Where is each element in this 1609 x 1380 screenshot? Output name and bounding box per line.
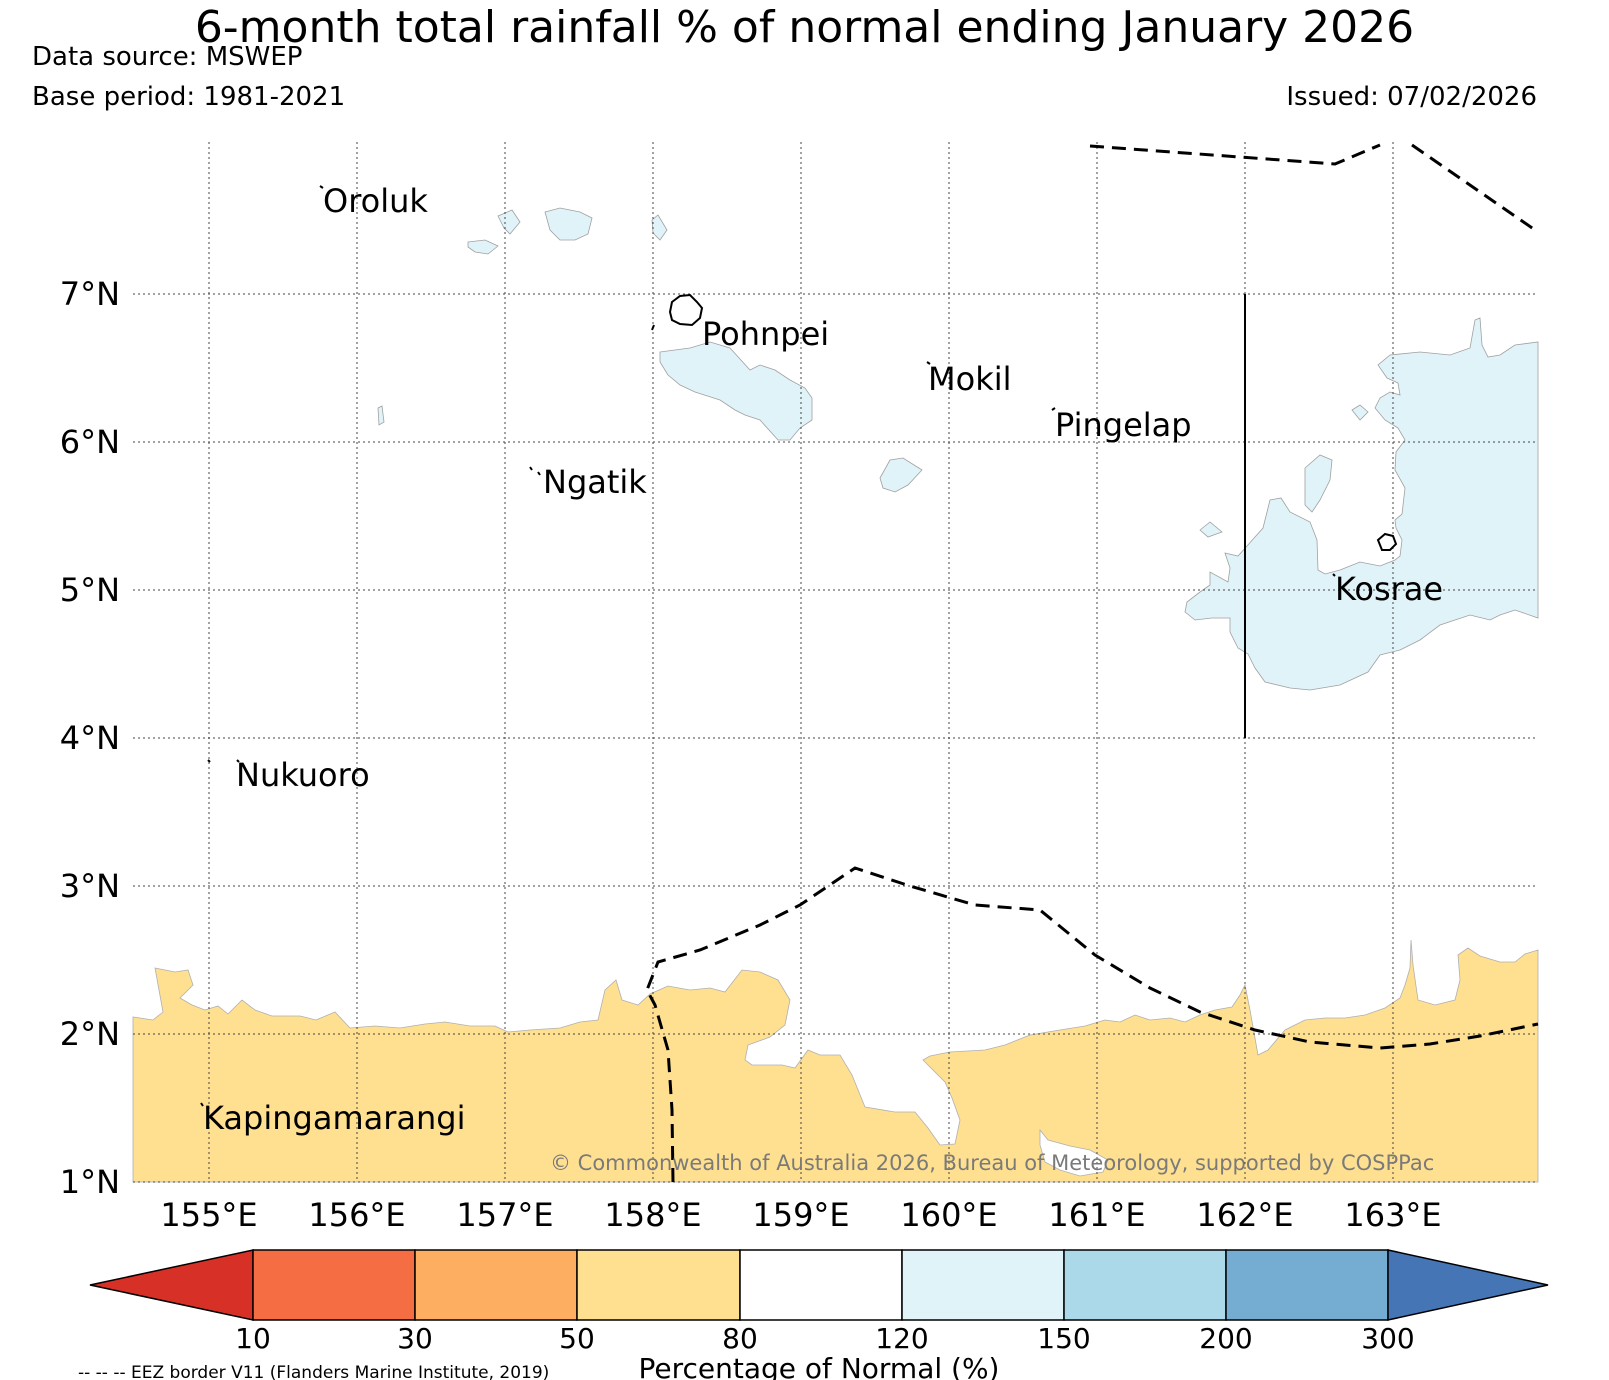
lat-label-7n: 7°N [60, 275, 120, 313]
lat-label-6n: 6°N [60, 423, 120, 461]
colorbar-bin-200-300 [1225, 1249, 1389, 1321]
colorbar-label: Percentage of Normal (%) [639, 1352, 1000, 1380]
place-label-nukuoro: Nukuoro [236, 756, 370, 794]
place-label-kapingamarangi: Kapingamarangi [203, 1099, 465, 1137]
colorbar-bin-150-200 [1063, 1249, 1227, 1321]
lon-label-156e: 156°E [308, 1196, 405, 1234]
colorbar-bin-10-30 [252, 1249, 416, 1321]
colorbar-tick-80: 80 [722, 1322, 758, 1355]
colorbar-bin-30-50 [414, 1249, 578, 1321]
colorbar-tick-50: 50 [559, 1322, 595, 1355]
copyright-notice: © Commonwealth of Australia 2026, Bureau… [550, 1151, 1434, 1175]
colorbar-bin-lt10 [89, 1249, 254, 1321]
colorbar-bin-80-120 [739, 1249, 903, 1321]
place-label-kosrae: Kosrae [1335, 570, 1443, 608]
base-period-label: Base period: 1981-2021 [32, 82, 346, 112]
lat-label-1n: 1°N [60, 1163, 120, 1201]
eez-borders [645, 143, 1539, 1183]
colorbar-bin-gt300 [1387, 1249, 1549, 1321]
lat-label-4n: 4°N [60, 719, 120, 757]
colorbar-bin-120-150 [901, 1249, 1065, 1321]
colorbar-tick-10: 10 [235, 1322, 271, 1355]
issued-date-label: Issued: 07/02/2026 [1286, 82, 1537, 112]
atoll-marks [200, 185, 1336, 1107]
lon-label-160e: 160°E [900, 1196, 997, 1234]
lon-label-155e: 155°E [160, 1196, 257, 1234]
place-label-oroluk: Oroluk [323, 182, 428, 220]
lon-label-158e: 158°E [604, 1196, 701, 1234]
lon-label-162e: 162°E [1196, 1196, 1293, 1234]
data-source-label: Data source: MSWEP [32, 42, 303, 72]
colorbar-bin-50-80 [576, 1249, 741, 1321]
colorbar-tick-120: 120 [875, 1322, 928, 1355]
lon-label-163e: 163°E [1344, 1196, 1441, 1234]
lat-label-3n: 3°N [60, 867, 120, 905]
wet-regions [377, 207, 1539, 691]
lat-label-5n: 5°N [60, 571, 120, 609]
place-label-pohnpei: Pohnpei [702, 315, 829, 353]
place-label-pingelap: Pingelap [1055, 406, 1192, 444]
colorbar-tick-30: 30 [397, 1322, 433, 1355]
pohnpei-island-outline [668, 293, 704, 327]
eez-border-note: -- -- -- EEZ border V11 (Flanders Marine… [78, 1363, 549, 1380]
kosrae-island-outline [1376, 532, 1398, 551]
map-title: 6-month total rainfall % of normal endin… [194, 2, 1415, 53]
colorbar [89, 1249, 1549, 1321]
lon-label-161e: 161°E [1048, 1196, 1145, 1234]
place-label-mokil: Mokil [928, 360, 1012, 398]
place-label-ngatik: Ngatik [543, 463, 647, 501]
colorbar-tick-200: 200 [1199, 1322, 1252, 1355]
lon-label-157e: 157°E [456, 1196, 553, 1234]
colorbar-tick-300: 300 [1361, 1322, 1414, 1355]
lon-label-159e: 159°E [752, 1196, 849, 1234]
lat-label-2n: 2°N [60, 1015, 120, 1053]
normal-enclave [1039, 1128, 1109, 1177]
dry-region [132, 939, 1539, 1183]
colorbar-tick-150: 150 [1037, 1322, 1090, 1355]
